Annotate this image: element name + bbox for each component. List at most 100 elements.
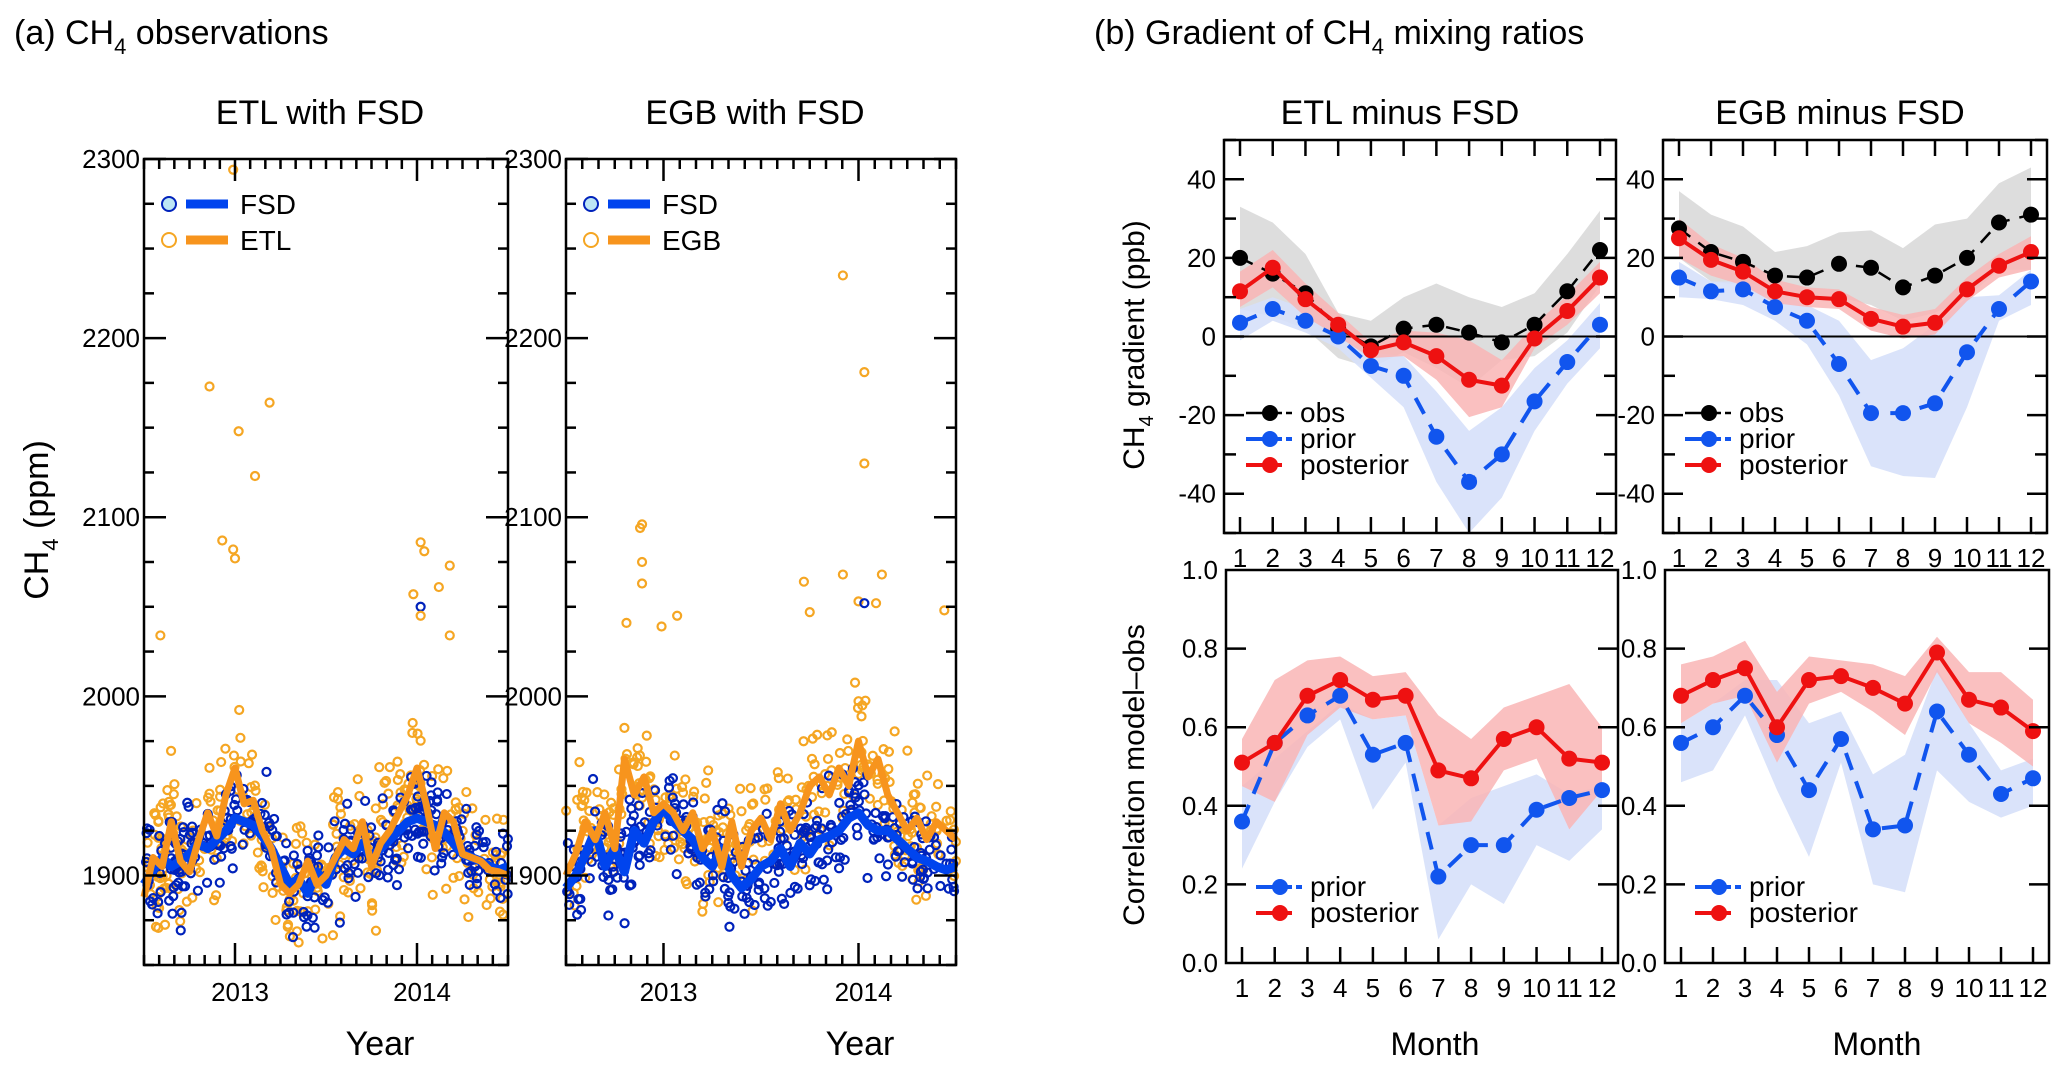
data-point-posterior (1673, 687, 1689, 704)
chart-title-etl-gradient: ETL minus FSD (1281, 94, 1520, 132)
outlier-point-egb (876, 569, 888, 580)
data-point-egb (809, 759, 820, 770)
data-point-fsd (214, 877, 225, 888)
data-point-etl (270, 914, 281, 926)
x-tick-label: 8 (1462, 543, 1476, 573)
outlier-point-etl (419, 546, 430, 557)
data-point-etl (427, 889, 438, 900)
data-point-posterior (1703, 251, 1719, 268)
y-tick-label: 1900 (504, 860, 562, 890)
data-point-etl (335, 808, 347, 820)
outlier-point-etl (415, 610, 426, 621)
data-point-prior (1493, 446, 1510, 463)
data-point-prior (1330, 328, 1347, 345)
data-point-egb (632, 752, 643, 763)
x-tick-label: 2014 (835, 977, 893, 1007)
data-point-fsd (603, 910, 614, 921)
x-tick-label: 2013 (211, 977, 269, 1007)
data-point-fsd (201, 877, 213, 888)
data-point-etl (384, 761, 395, 773)
data-point-prior (1929, 703, 1945, 720)
data-point-obs (1526, 316, 1543, 333)
data-point-fsd (281, 838, 292, 849)
data-point-obs (1767, 267, 1783, 284)
data-point-obs (1895, 279, 1911, 296)
data-point-fsd (309, 922, 320, 933)
data-point-etl (458, 808, 470, 819)
data-point-egb (941, 815, 952, 826)
data-point-prior (1362, 357, 1379, 374)
data-point-fsd (152, 908, 163, 919)
x-tick-label: 3 (1300, 973, 1314, 1003)
data-point-fsd (573, 894, 584, 905)
data-point-fsd (187, 827, 198, 838)
data-point-egb (907, 797, 918, 808)
data-point-fsd (456, 814, 467, 825)
data-point-prior (1737, 687, 1753, 704)
data-point-prior (1833, 730, 1849, 747)
data-point-posterior (1528, 719, 1545, 736)
data-point-etl (301, 837, 312, 848)
data-point-egb (772, 767, 783, 778)
y-tick-label: 1900 (82, 860, 140, 890)
data-point-prior (1705, 719, 1721, 736)
data-point-fsd (643, 848, 654, 859)
x-tick-label: 5 (1800, 543, 1814, 573)
data-point-fsd (778, 833, 789, 844)
data-point-etl (234, 704, 245, 716)
data-point-fsd (147, 899, 158, 910)
data-point-etl (461, 786, 472, 798)
data-point-egb (945, 806, 956, 817)
data-point-fsd (313, 830, 324, 841)
data-point-etl (407, 717, 418, 729)
chart-title-etl-fsd: ETL with FSD (216, 94, 424, 132)
data-point-etl (448, 872, 459, 883)
data-point-egb (807, 733, 818, 744)
data-point-etl (153, 815, 164, 826)
uncertainty-band-posterior (1681, 636, 2033, 767)
data-point-etl (463, 911, 474, 923)
data-point-posterior (1592, 269, 1608, 286)
data-point-obs (1428, 316, 1445, 333)
x-tick-label: 12 (2019, 973, 2048, 1003)
data-point-prior (1297, 312, 1314, 329)
data-point-egb (798, 736, 809, 747)
data-point-obs (1592, 242, 1608, 259)
data-point-fsd (403, 843, 414, 854)
data-point-etl (162, 785, 173, 796)
x-tick-label: 2013 (640, 977, 698, 1007)
y-tick-label: 2200 (504, 323, 562, 353)
data-point-fsd (226, 843, 237, 854)
data-point-fsd (870, 807, 881, 819)
data-point-obs (1991, 214, 2007, 231)
data-point-fsd (779, 898, 790, 910)
data-point-fsd (322, 897, 333, 908)
data-point-posterior (1991, 257, 2007, 274)
data-point-etl (379, 777, 390, 788)
x-tick-label: 1 (1233, 543, 1247, 573)
data-point-fsd (874, 853, 885, 864)
data-point-fsd (388, 859, 399, 871)
outlier-point-egb (672, 610, 683, 621)
data-point-posterior (1297, 291, 1314, 308)
y-tick-label: 0.2 (1621, 869, 1657, 899)
data-point-prior (1594, 782, 1610, 799)
uncertainty-band-prior (1242, 703, 1602, 940)
chart-egb-fsd: 1900 2000 2100 2200 2300 2013 2014 FSD EGB (504, 144, 961, 1007)
legend-marker-etl (161, 232, 177, 248)
data-point-posterior (1767, 283, 1783, 300)
outlier-point-egb (939, 605, 950, 616)
data-point-etl (407, 727, 418, 739)
data-point-egb (713, 897, 724, 908)
data-point-egb (922, 770, 933, 781)
data-point-prior (1495, 837, 1512, 854)
data-point-egb (599, 789, 610, 800)
data-point-fsd (835, 834, 847, 845)
data-point-posterior (1526, 330, 1543, 347)
data-point-fsd (431, 809, 442, 820)
data-point-posterior (1831, 291, 1847, 308)
data-point-etl (191, 798, 202, 809)
x-tick-label: 3 (1738, 973, 1752, 1003)
